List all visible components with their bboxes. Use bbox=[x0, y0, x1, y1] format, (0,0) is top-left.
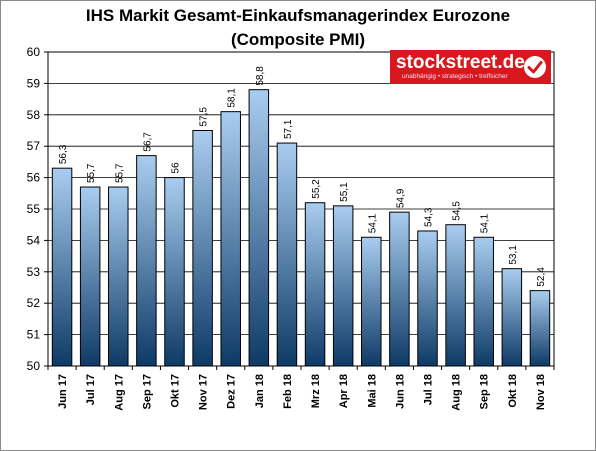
y-tick-label: 50 bbox=[27, 359, 41, 373]
chart-title: IHS Markit Gesamt-Einkaufsmanagerindex E… bbox=[0, 4, 596, 52]
x-tick-label: Feb 18 bbox=[282, 374, 294, 409]
data-label: 54,1 bbox=[367, 213, 378, 233]
data-label: 57,1 bbox=[283, 119, 294, 139]
data-label: 54,5 bbox=[452, 201, 463, 221]
data-label: 58,8 bbox=[255, 66, 266, 86]
x-tick-label: Sep 17 bbox=[141, 374, 153, 409]
bar-jul-18 bbox=[417, 230, 438, 367]
data-label: 55,7 bbox=[86, 163, 97, 183]
bar-jun-18 bbox=[389, 211, 410, 367]
bar-sep-17 bbox=[136, 155, 157, 367]
x-tick-label: Jul 18 bbox=[423, 374, 435, 405]
data-label: 55,7 bbox=[114, 163, 125, 183]
chart-title-line-2: (Composite PMI) bbox=[230, 30, 366, 49]
data-label: 55,1 bbox=[339, 182, 350, 202]
x-tick-label: Dez 17 bbox=[226, 374, 238, 409]
bar-sep-18 bbox=[473, 236, 494, 367]
stockstreet-logo: stockstreet.de unabhängig • strategisch … bbox=[390, 50, 551, 84]
x-tick-label: Jan 18 bbox=[254, 374, 266, 408]
y-tick-label: 57 bbox=[27, 139, 41, 153]
x-tick-label: Sep 18 bbox=[479, 374, 491, 409]
bar-dez-17 bbox=[220, 111, 241, 367]
x-tick-label: Mai 18 bbox=[366, 374, 378, 408]
x-tick-label: Jul 17 bbox=[85, 374, 97, 405]
bar-okt-17 bbox=[164, 177, 185, 367]
x-tick-label: Okt 17 bbox=[170, 374, 182, 408]
y-tick-label: 54 bbox=[27, 233, 41, 247]
y-tick-label: 56 bbox=[27, 171, 41, 185]
data-label: 58,1 bbox=[227, 88, 238, 108]
bars bbox=[51, 89, 551, 367]
data-label: 56 bbox=[171, 162, 182, 174]
x-tick-label: Okt 18 bbox=[507, 374, 519, 408]
bar-aug-18 bbox=[445, 224, 466, 367]
x-tick-label: Jun 17 bbox=[57, 374, 69, 409]
x-tick-label: Aug 17 bbox=[113, 374, 125, 411]
data-label: 54,1 bbox=[480, 213, 491, 233]
x-tick-label: Aug 18 bbox=[451, 374, 463, 411]
y-tick-label: 55 bbox=[27, 202, 41, 216]
data-label: 54,9 bbox=[395, 188, 406, 208]
bar-feb-18 bbox=[276, 142, 298, 367]
data-label: 55,2 bbox=[311, 179, 322, 199]
x-tick-label: Mrz 18 bbox=[310, 374, 322, 408]
bar-okt-18 bbox=[501, 268, 523, 367]
data-label: 54,3 bbox=[424, 207, 435, 227]
bar-mrz-18 bbox=[304, 202, 326, 367]
x-tick-label: Apr 18 bbox=[338, 374, 350, 408]
bar-aug-17 bbox=[108, 186, 129, 367]
logo-tagline: unabhängig • strategisch • treffsicher bbox=[402, 73, 508, 80]
y-tick-label: 52 bbox=[27, 296, 41, 310]
y-tick-label: 53 bbox=[27, 265, 41, 279]
bar-apr-18 bbox=[332, 205, 354, 367]
checkmark-icon bbox=[524, 56, 546, 78]
y-tick-label: 51 bbox=[27, 328, 41, 342]
y-tick-label: 59 bbox=[27, 76, 41, 90]
y-tick-label: 58 bbox=[27, 108, 41, 122]
data-label: 53,1 bbox=[508, 245, 519, 265]
x-tick-label: Nov 18 bbox=[535, 374, 547, 410]
data-label: 56,7 bbox=[142, 132, 153, 152]
data-label: 52,4 bbox=[536, 267, 547, 287]
y-tick-label: 60 bbox=[27, 45, 41, 59]
bar-jun-17 bbox=[51, 167, 73, 367]
bar-mai-18 bbox=[361, 236, 382, 367]
x-tick-label: Nov 17 bbox=[198, 374, 210, 410]
data-label: 56,3 bbox=[58, 144, 69, 164]
data-label: 57,5 bbox=[199, 107, 210, 127]
x-tick-label: Jun 18 bbox=[394, 374, 406, 409]
axes: 50 51 52 53 54 55 56 57 58 59 60 Jun 17 Jul 17 Aug 17… bbox=[27, 45, 555, 411]
logo-text: stockstreet.de bbox=[396, 52, 525, 73]
chart-title-line-1: IHS Markit Gesamt-Einkaufsmanagerindex E… bbox=[85, 6, 511, 25]
bar-jan-18 bbox=[248, 89, 270, 367]
data-labels: 56,3 55,7 55,7 56,7 56 57,5 58,1 58,8 57,1 55,2 55… bbox=[58, 66, 547, 287]
bar-nov-17 bbox=[192, 130, 213, 367]
bar-jul-17 bbox=[79, 186, 101, 367]
bar-nov-18 bbox=[529, 290, 551, 367]
